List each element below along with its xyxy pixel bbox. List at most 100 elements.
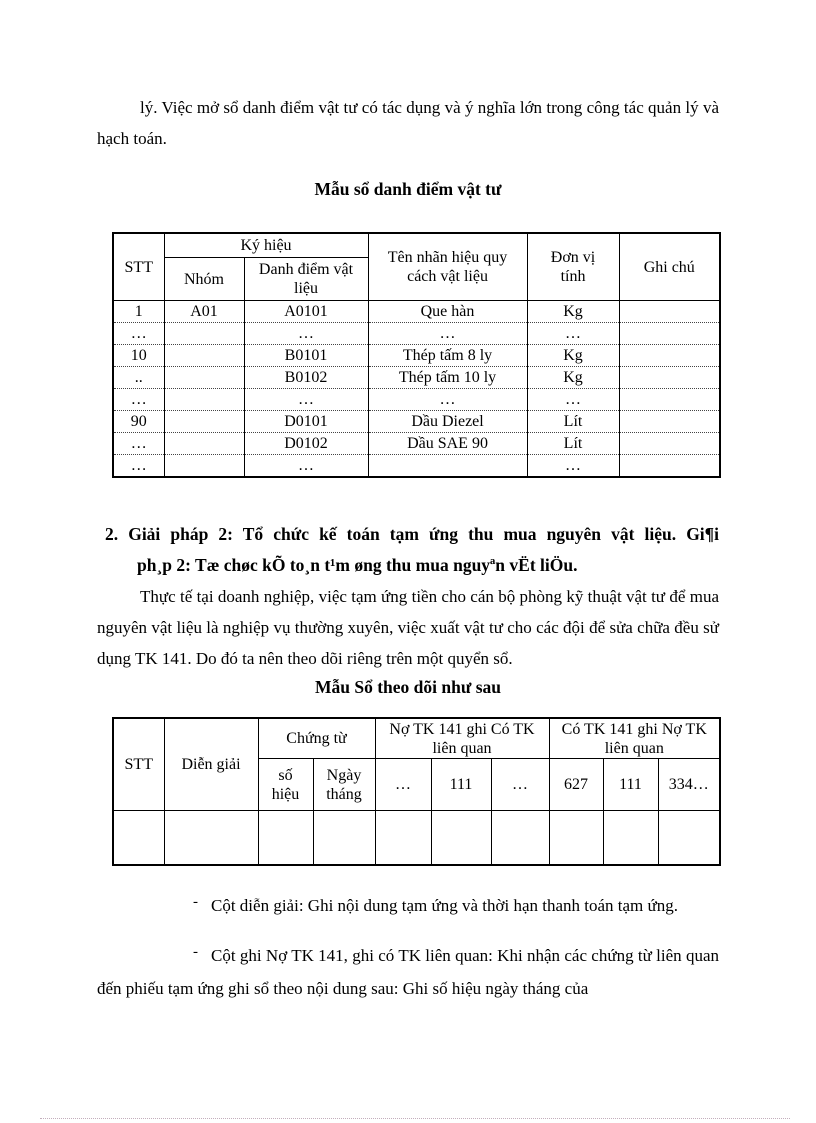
table-row: 10 B0101 Thép tấm 8 ly Kg (112, 344, 721, 367)
bullet-item: - Cột ghi Nợ TK 141, ghi có TK liên quan:… (97, 940, 719, 1004)
table-cell: … (526, 388, 620, 411)
dash-marker: - (193, 944, 198, 960)
table-cell: Que hàn (367, 300, 528, 323)
header-co-tk141: Có TK 141 ghi Nợ TK liên quan (548, 717, 721, 759)
dash-marker: - (193, 894, 198, 910)
header-don-vi-tinh: Đơn vị tính (526, 232, 620, 301)
table-cell: … (526, 322, 620, 345)
empty-cell (430, 810, 492, 866)
table-cell: D0101 (243, 410, 369, 433)
subheader-cell: 111 (430, 758, 492, 811)
table-cell (163, 454, 245, 478)
table-row: … … … (112, 454, 721, 478)
table-cell: 10 (112, 344, 165, 367)
subheader-cell: … (374, 758, 432, 811)
table-cell: … (367, 388, 528, 411)
table-cell: Dầu Diezel (367, 410, 528, 433)
table-cell: Kg (526, 300, 620, 323)
header-danh-diem: Danh điểm vật liệu (243, 257, 369, 301)
header-nhom: Nhóm (163, 257, 245, 301)
section2-heading: 2. Giải pháp 2: Tổ chức kế toán tạm ứng … (105, 519, 719, 581)
table2-header-row-2: số hiệu Ngày tháng … 111 … 627 111 334… (113, 758, 721, 811)
table-cell (163, 344, 245, 367)
table-cell (618, 344, 721, 367)
material-catalog-table: STT Ký hiệu Tên nhãn hiệu quy cách vật l… (112, 232, 722, 478)
empty-cell (112, 810, 165, 866)
section2-heading-line1: 2. Giải pháp 2: Tổ chức kế toán tạm ứng … (105, 524, 719, 544)
table2-title: Mẫu Sổ theo dõi như sau (314, 677, 502, 697)
table-cell (367, 454, 528, 478)
table-cell (163, 366, 245, 389)
table-cell: A01 (163, 300, 245, 323)
table-cell: Kg (526, 366, 620, 389)
table-cell (163, 322, 245, 345)
table-cell: 90 (112, 410, 165, 433)
table-cell: Dầu SAE 90 (367, 432, 528, 455)
table-cell (618, 410, 721, 433)
subheader-cell: … (490, 758, 550, 811)
table2-header-row-1: STT Diễn giải Chứng từ Nợ TK 141 ghi Có … (112, 717, 721, 811)
table-row (112, 810, 721, 866)
table-row: 1 A01 A0101 Que hàn Kg (112, 300, 721, 323)
table-cell: … (112, 432, 165, 455)
table-cell: Lít (526, 432, 620, 455)
table-cell: Lít (526, 410, 620, 433)
table-cell: … (243, 454, 369, 478)
table-row: 90 D0101 Dầu Diezel Lít (112, 410, 721, 433)
header-ghi-chu: Ghi chú (618, 232, 721, 301)
paragraph-continuation: lý. Việc mở sổ danh điểm vật tư có tác d… (97, 98, 719, 148)
table1-title: Mẫu sổ danh điểm vật tư (314, 179, 502, 199)
subheader-cell: 334… (657, 758, 721, 811)
empty-cell (490, 810, 550, 866)
header-stt: STT (112, 717, 165, 811)
table-row: … … … … (112, 388, 721, 411)
bullet-item: - Cột diễn giải: Ghi nội dung tạm ứng và … (97, 890, 719, 923)
empty-cell (257, 810, 314, 866)
table-cell: Kg (526, 344, 620, 367)
table-cell (618, 388, 721, 411)
subheader-cell: 111 (602, 758, 659, 811)
table-cell (163, 410, 245, 433)
table1-header-row-1: STT Ký hiệu Tên nhãn hiệu quy cách vật l… (112, 232, 721, 301)
paragraph-section2: Thực tế tại doanh nghiệp, việc tạm ứng t… (97, 587, 719, 668)
table-cell: … (243, 388, 369, 411)
empty-cell (312, 810, 376, 866)
table-cell: 1 (112, 300, 165, 323)
empty-cell (374, 810, 432, 866)
table-cell: … (243, 322, 369, 345)
bullet-text: Cột ghi Nợ TK 141, ghi có TK liên quan: … (97, 946, 719, 998)
table1-header-row-2: Nhóm Danh điểm vật liệu (113, 257, 720, 301)
section2-heading-line2: ph¸p 2: Tæ chøc kÕ to¸n t¹m øng thu mua … (137, 555, 578, 575)
table-cell: … (112, 322, 165, 345)
empty-cell (602, 810, 659, 866)
table-cell: … (526, 454, 620, 478)
table-cell (618, 366, 721, 389)
header-ten-nhan-hieu: Tên nhãn hiệu quy cách vật liệu (367, 232, 528, 301)
header-stt: STT (112, 232, 165, 301)
empty-cell (548, 810, 604, 866)
table-cell (618, 300, 721, 323)
header-dien-giai: Diễn giải (163, 717, 259, 811)
header-no-tk141: Nợ TK 141 ghi Có TK liên quan (374, 717, 550, 759)
header-so-hieu: số hiệu (257, 758, 314, 811)
empty-cell (657, 810, 721, 866)
table-cell (163, 432, 245, 455)
table-cell: Thép tấm 10 ly (367, 366, 528, 389)
table-row: … D0102 Dầu SAE 90 Lít (112, 432, 721, 455)
table-cell: … (367, 322, 528, 345)
table-cell: .. (112, 366, 165, 389)
subheader-cell: 627 (548, 758, 604, 811)
advance-tracking-table: STT Diễn giải Chứng từ Nợ TK 141 ghi Có … (112, 717, 722, 866)
header-ky-hieu: Ký hiệu (163, 232, 369, 258)
table-cell: B0101 (243, 344, 369, 367)
table-cell: A0101 (243, 300, 369, 323)
table-row: … … … … (112, 322, 721, 345)
table-cell: … (112, 388, 165, 411)
header-chung-tu: Chứng từ (257, 717, 376, 759)
table-cell (618, 454, 721, 478)
table-cell: … (112, 454, 165, 478)
table-cell: B0102 (243, 366, 369, 389)
table-cell (618, 322, 721, 345)
table-cell: Thép tấm 8 ly (367, 344, 528, 367)
